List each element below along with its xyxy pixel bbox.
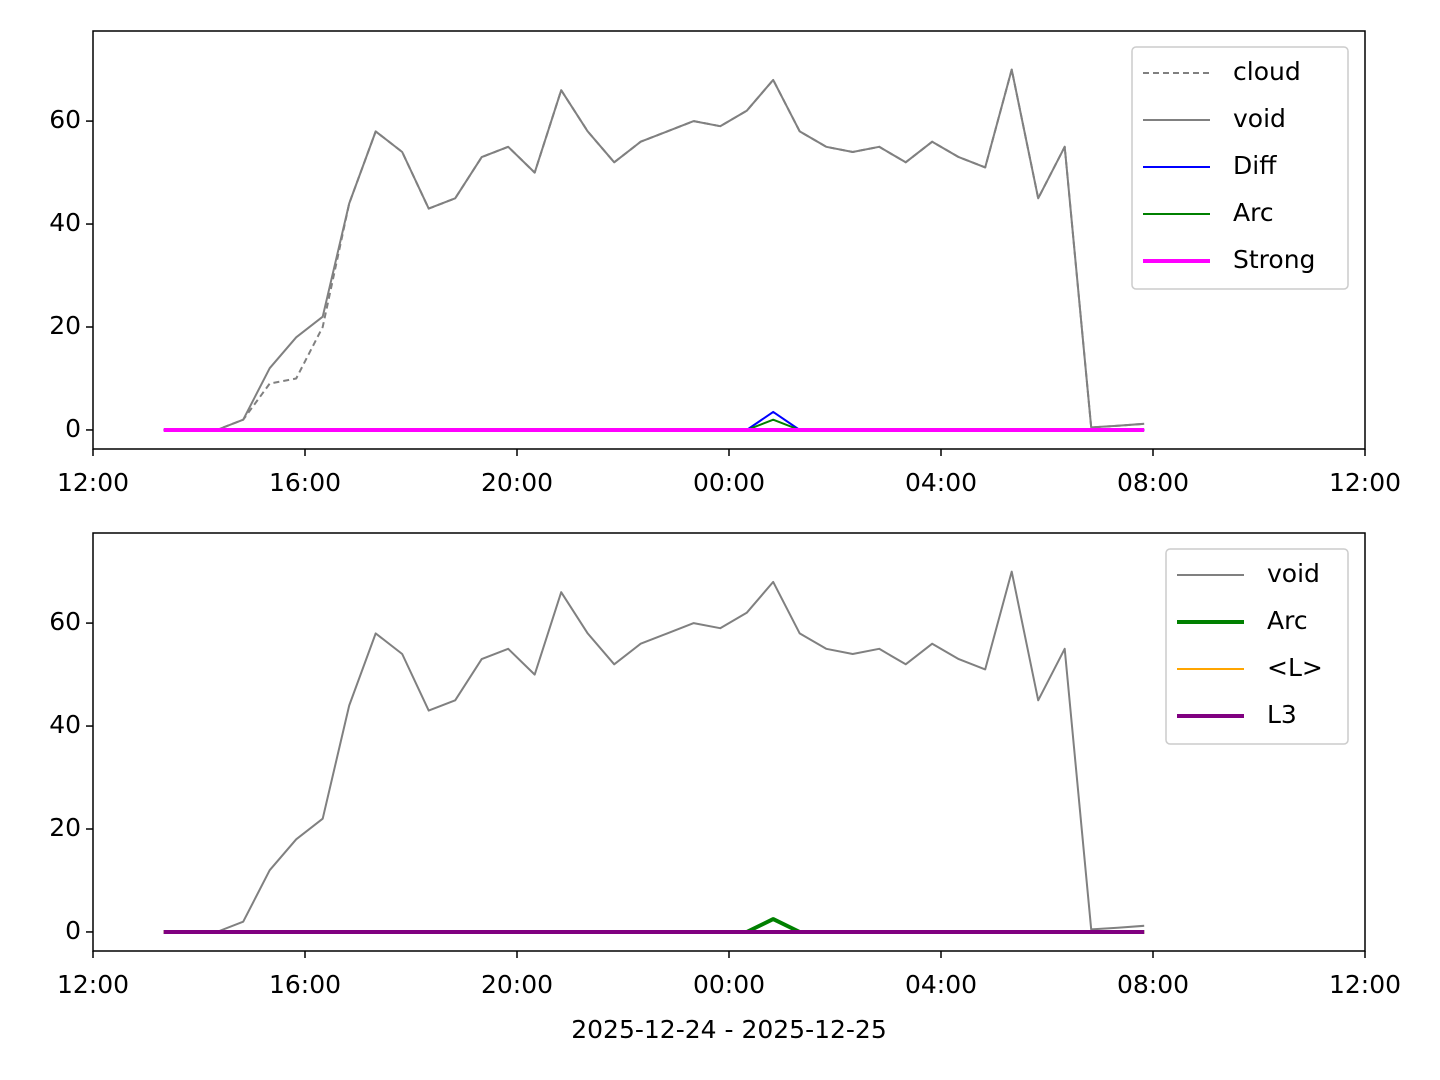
series-line (163, 410, 1145, 431)
x-tick-label: 20:00 (481, 970, 553, 999)
legend-box (1165, 548, 1349, 745)
x-tick-label: 16:00 (269, 970, 341, 999)
legend-box (1131, 46, 1349, 290)
x-tick-label: 04:00 (905, 468, 977, 497)
legend-label: cloud (1233, 57, 1301, 86)
x-tick-label: 12:00 (57, 468, 129, 497)
y-tick-label: 0 (65, 916, 81, 945)
legend-label: Diff (1233, 151, 1277, 180)
x-axis-label: 2025-12-24 - 2025-12-25 (571, 1015, 887, 1044)
x-tick-label: 00:00 (693, 468, 765, 497)
legend-label: L3 (1267, 700, 1297, 729)
series-line (163, 68, 1145, 431)
y-tick-label: 60 (49, 607, 81, 636)
series-line (163, 570, 1145, 933)
x-tick-label: 12:00 (57, 970, 129, 999)
legend-label: Arc (1233, 198, 1274, 227)
legend-label: <L> (1267, 653, 1323, 682)
y-tick-label: 40 (49, 208, 81, 237)
x-tick-label: 04:00 (905, 970, 977, 999)
x-tick-label: 00:00 (693, 970, 765, 999)
y-tick-label: 40 (49, 710, 81, 739)
x-tick-label: 20:00 (481, 468, 553, 497)
legend-label: void (1267, 559, 1320, 588)
x-tick-label: 08:00 (1117, 468, 1189, 497)
x-tick-label: 08:00 (1117, 970, 1189, 999)
y-tick-label: 0 (65, 414, 81, 443)
y-tick-label: 60 (49, 105, 81, 134)
y-tick-label: 20 (49, 813, 81, 842)
axes: 0 20 40 60 12:00 16:00 20:00 00:00 04:00 08:00 12:… (49, 30, 1401, 497)
legend-label: Arc (1267, 606, 1308, 635)
legend-label: void (1233, 104, 1286, 133)
legend-label: Strong (1233, 245, 1315, 274)
axes: 0 20 40 60 12:00 16:00 20:00 00:00 04:00 08:00 12:… (49, 532, 1401, 1044)
x-tick-label: 12:00 (1329, 970, 1401, 999)
series-line (163, 68, 1145, 431)
x-tick-label: 16:00 (269, 468, 341, 497)
y-tick-label: 20 (49, 311, 81, 340)
plot-frame (92, 532, 1366, 952)
x-tick-label: 12:00 (1329, 468, 1401, 497)
plot-frame (92, 30, 1366, 450)
